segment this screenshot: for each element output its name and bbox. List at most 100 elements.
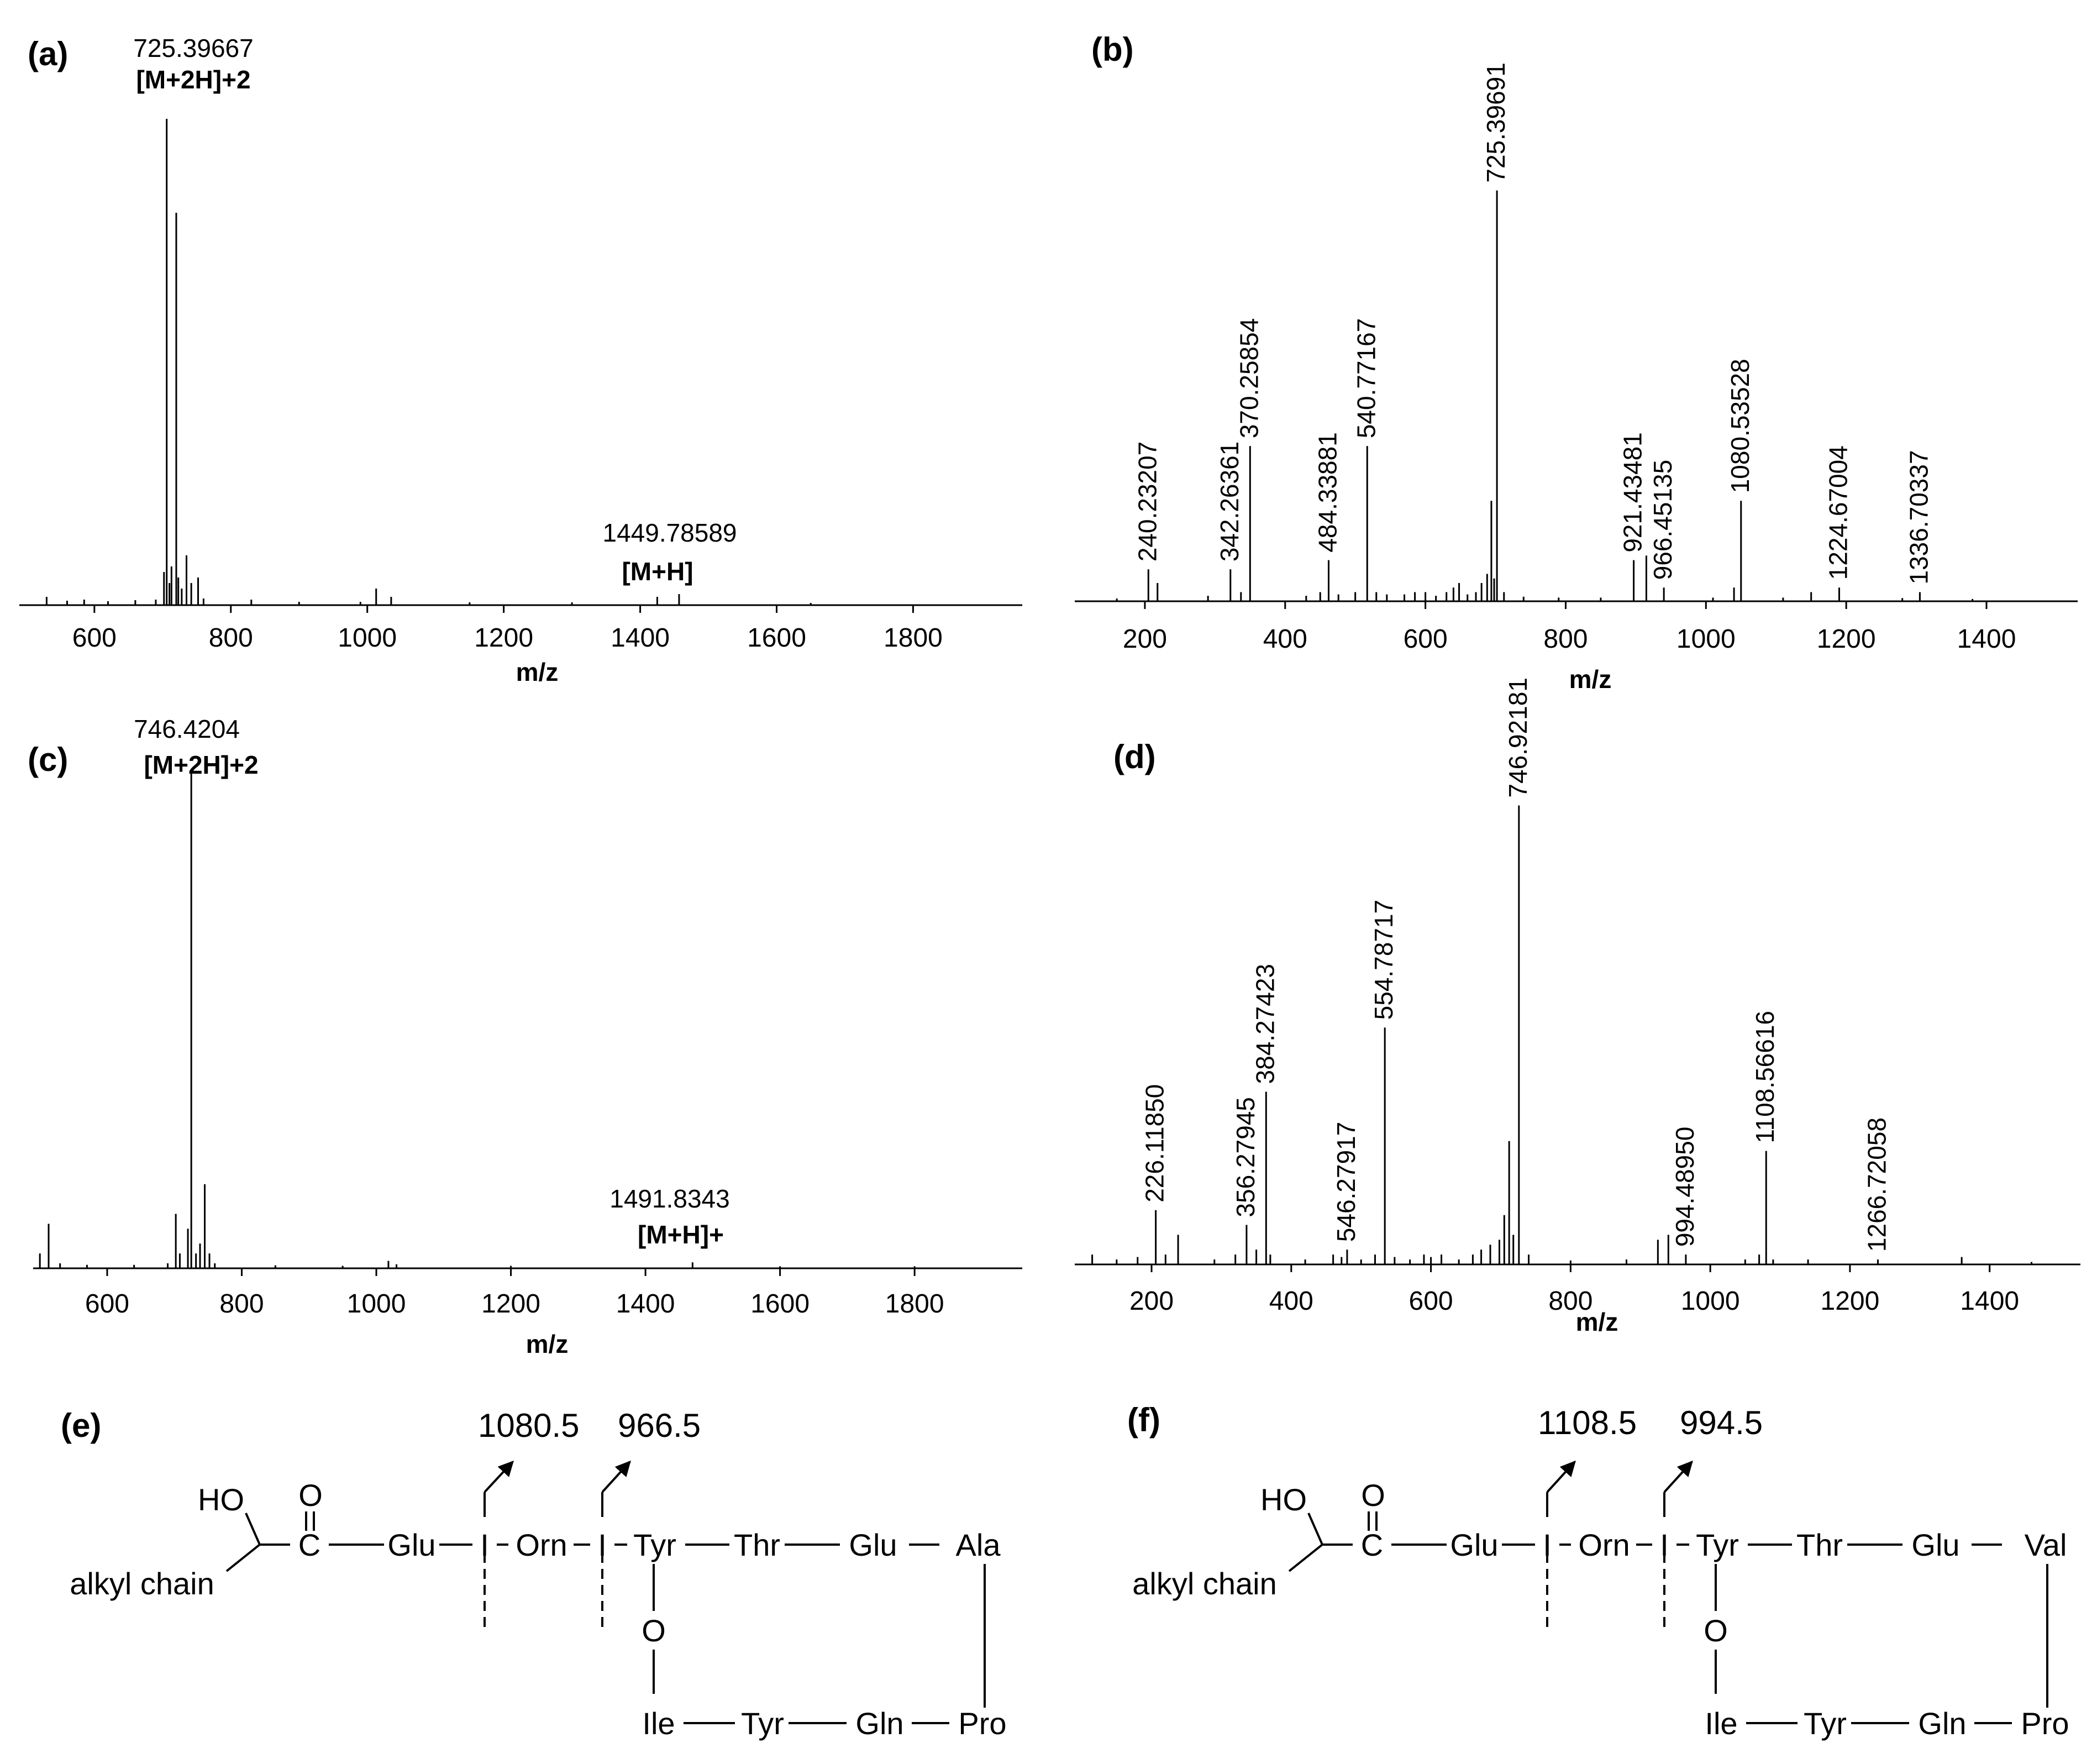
ion-label-precursor: [M+2H]+2 (136, 65, 250, 94)
x-tick-label: 600 (1404, 624, 1448, 654)
peak-annotation: 966.45135 (1648, 460, 1677, 580)
hydroxyl-label: HO (1260, 1482, 1307, 1517)
chart-c: (c) 600 800 1000 1200 1400 1600 1800 m/z 746.4… (28, 715, 1022, 1358)
residue-thr: Thr (1796, 1527, 1843, 1562)
x-tick-label: 1600 (750, 1289, 810, 1319)
cleavage-marker-1: 1080.5 (478, 1407, 580, 1630)
cleavage-mass-1: 1080.5 (478, 1407, 580, 1444)
peak-annotation: 484.33881 (1313, 432, 1342, 552)
hydroxyl-label: HO (198, 1482, 244, 1517)
carbon-label: C (298, 1527, 320, 1562)
x-tick-label: 1800 (885, 1289, 944, 1319)
ion-label-mh: [M+H] (622, 557, 693, 586)
tick-group: 200 400 600 800 1000 1200 1400 (1123, 601, 2016, 654)
residue-orn: Orn (1578, 1527, 1630, 1562)
structure-e: (e) 1080.5 966.5 (61, 1407, 1007, 1741)
x-tick-label: 1200 (481, 1289, 540, 1319)
residue-pro: Pro (2021, 1706, 2069, 1741)
x-tick-label: 800 (1548, 1287, 1593, 1316)
x-tick-label: 600 (72, 623, 117, 653)
chart-a: (a) 600 800 1000 1200 1400 1600 1800 m/z 725.3… (19, 34, 1022, 686)
x-tick-label: 1800 (884, 623, 943, 653)
x-tick-label: 1400 (1960, 1287, 2019, 1316)
cleavage-mass-1: 1108.5 (1538, 1404, 1637, 1441)
ester-oxygen-label: O (642, 1613, 666, 1648)
peak-annotation: 370.25854 (1234, 318, 1263, 438)
residue-separator-1: I (480, 1527, 489, 1562)
peak-group (1091, 805, 2033, 1264)
x-tick-label: 1000 (347, 1289, 406, 1319)
residue-ile: Ile (1705, 1706, 1737, 1741)
peak-annotation: 356.27945 (1231, 1097, 1260, 1217)
cleavage-marker-2: 966.5 (601, 1407, 701, 1630)
panel-label-b: (b) (1091, 31, 1134, 68)
peak-annotation: 1266.72058 (1862, 1117, 1891, 1252)
x-tick-label: 400 (1263, 624, 1307, 654)
peak-annotation: 1224.67004 (1823, 445, 1852, 580)
peak-annotation: 921.43481 (1618, 432, 1647, 552)
residue-last: Val (2025, 1527, 2067, 1562)
x-tick-label: 400 (1269, 1287, 1313, 1316)
panel-label-f: (f) (1127, 1401, 1160, 1439)
peak-annotation: 240.23207 (1133, 442, 1162, 561)
x-tick-label: 600 (85, 1289, 129, 1319)
residue-glu-2: Glu (849, 1527, 897, 1562)
residue-tyr-1: Tyr (633, 1527, 676, 1562)
residue-tyr-1: Tyr (1696, 1527, 1739, 1562)
residue-ile: Ile (642, 1706, 675, 1741)
x-tick-label: 800 (219, 1289, 264, 1319)
residue-orn: Orn (516, 1527, 567, 1562)
peak-annotation: 994.48950 (1670, 1127, 1699, 1247)
peak-annotation: 746.92181 (1504, 678, 1532, 797)
residue-tyr-2: Tyr (1804, 1706, 1847, 1741)
x-tick-label: 1200 (474, 623, 533, 653)
x-tick-label: 1400 (611, 623, 670, 653)
residue-gln: Gln (855, 1706, 903, 1741)
peak-group (39, 774, 916, 1268)
chart-b: (b) 200 400 600 800 1000 1200 1400 240.23207 34… (1075, 31, 2078, 694)
alkyl-chain-label: alkyl chain (1132, 1566, 1276, 1601)
peak-annotation: 540.77167 (1352, 318, 1380, 438)
x-axis-title: m/z (1576, 1308, 1618, 1336)
x-tick-label: 800 (1543, 624, 1588, 654)
peak-label-precursor: 746.4204 (134, 715, 240, 743)
chart-d: (d) 200 400 600 800 1000 1200 1400 226.11850 35… (1075, 678, 2080, 1336)
x-tick-label: 600 (1409, 1287, 1453, 1316)
residue-glu-1: Glu (1450, 1527, 1498, 1562)
x-tick-label: 200 (1123, 624, 1167, 654)
x-tick-label: 800 (209, 623, 253, 653)
panel-label-d: (d) (1113, 738, 1156, 775)
residue-tyr-2: Tyr (741, 1706, 784, 1741)
x-tick-label: 200 (1129, 1287, 1174, 1316)
peak-annotation: 1108.56616 (1751, 1011, 1779, 1143)
cleavage-marker-1: 1108.5 (1538, 1404, 1637, 1630)
annotation-group: 240.23207 342.26361 370.25854 484.33881 540.… (1133, 62, 1933, 584)
x-tick-label: 1200 (1821, 1287, 1880, 1316)
peak-group (1116, 190, 1974, 601)
peak-annotation: 1080.53528 (1726, 359, 1754, 493)
carbonyl-oxygen-label: O (1361, 1478, 1385, 1513)
residue-separator-2: I (1660, 1527, 1669, 1562)
peak-annotation: 554.78717 (1369, 900, 1398, 1020)
tick-group: 600 800 1000 1200 1400 1600 1800 (85, 1268, 944, 1319)
x-tick-label: 1000 (1681, 1287, 1740, 1316)
residue-gln: Gln (1918, 1706, 1966, 1741)
cleavage-mass-2: 994.5 (1680, 1404, 1763, 1441)
residue-last: Ala (956, 1527, 1001, 1562)
x-tick-label: 1600 (747, 623, 806, 653)
x-tick-label: 1000 (338, 623, 397, 653)
panel-label-a: (a) (28, 35, 68, 72)
bond-lines (1288, 1511, 2048, 1724)
annotation-group: 226.11850 356.27945 384.27423 546.27917 554.… (1141, 678, 1891, 1252)
peak-label-mh: 1491.8343 (609, 1184, 729, 1213)
residue-separator-1: I (1543, 1527, 1552, 1562)
peak-annotation: 384.27423 (1250, 964, 1279, 1084)
tick-group: 600 800 1000 1200 1400 1600 1800 (72, 605, 943, 653)
structure-f: (f) 1108.5 994.5 (1127, 1401, 2069, 1741)
peak-label-mh: 1449.78589 (602, 518, 737, 547)
ion-label-precursor: [M+2H]+2 (144, 750, 258, 779)
peak-annotation: 1336.70337 (1904, 450, 1933, 584)
carbon-label: C (1361, 1527, 1383, 1562)
cleavage-mass-2: 966.5 (618, 1407, 701, 1444)
